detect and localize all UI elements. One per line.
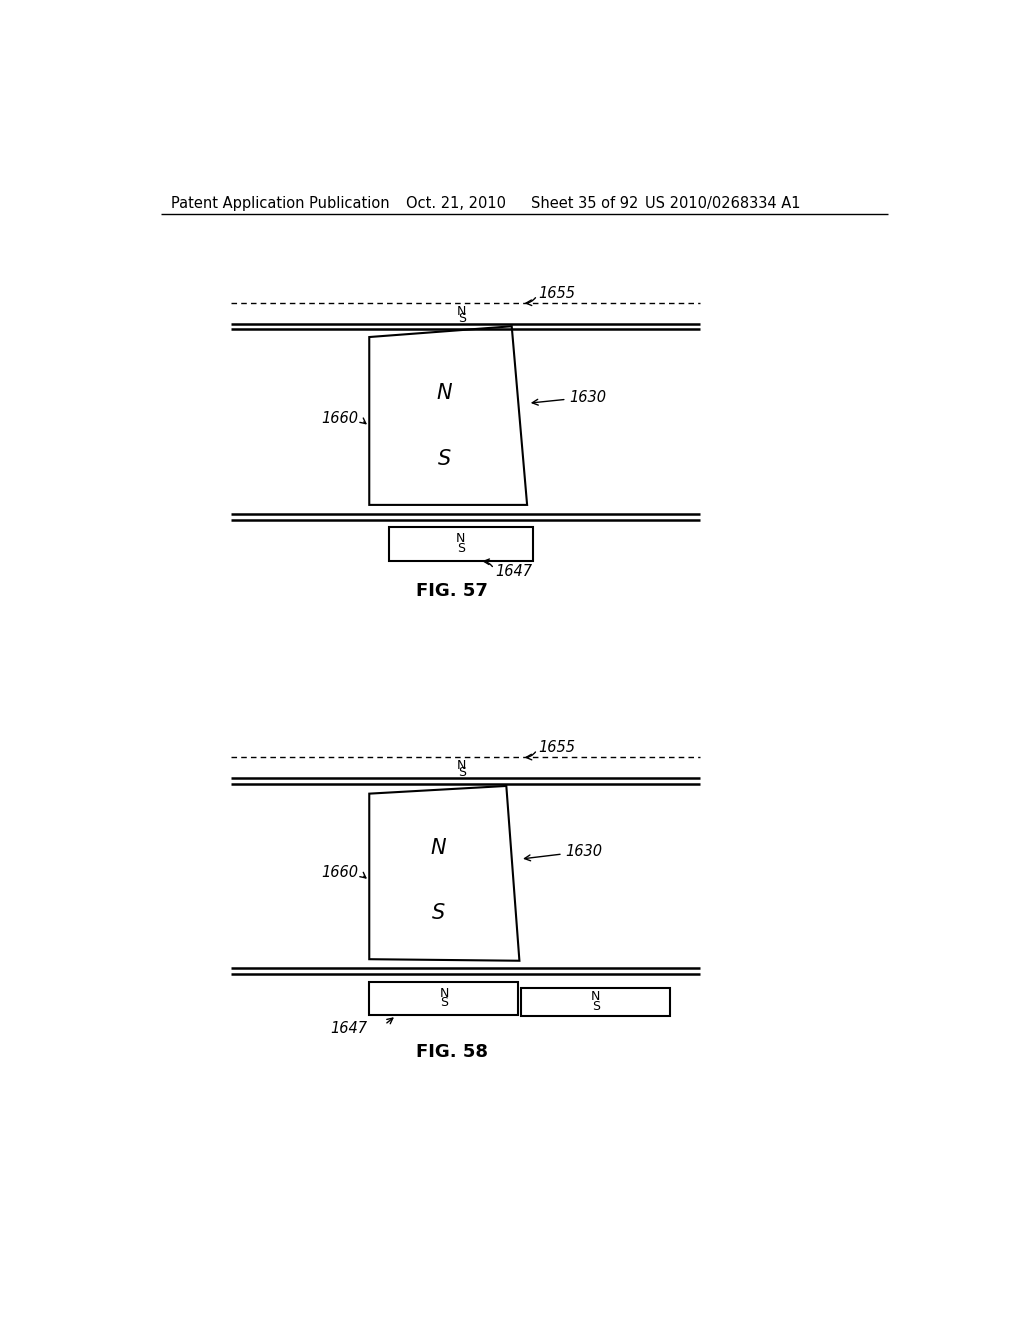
Text: 1660: 1660	[322, 411, 358, 426]
Bar	[388, 527, 534, 561]
Text: S: S	[592, 999, 600, 1012]
Text: 1647: 1647	[331, 1020, 368, 1036]
Text: US 2010/0268334 A1: US 2010/0268334 A1	[645, 195, 801, 211]
Text: 1660: 1660	[322, 866, 358, 880]
Text: Oct. 21, 2010: Oct. 21, 2010	[407, 195, 506, 211]
Text: S: S	[432, 903, 445, 923]
Text: S: S	[438, 449, 452, 469]
Bar	[521, 987, 670, 1016]
Text: N: N	[591, 990, 600, 1003]
Text: FIG. 57: FIG. 57	[417, 582, 488, 601]
Text: N: N	[457, 305, 466, 318]
Text: 1655: 1655	[539, 741, 575, 755]
Text: N: N	[431, 838, 446, 858]
Text: N: N	[437, 383, 453, 403]
Text: S: S	[440, 995, 447, 1008]
Text: S: S	[458, 767, 466, 779]
Bar	[370, 982, 518, 1015]
Text: FIG. 58: FIG. 58	[417, 1043, 488, 1060]
Text: Patent Application Publication: Patent Application Publication	[171, 195, 389, 211]
Text: 1630: 1630	[532, 389, 606, 405]
Text: Sheet 35 of 92: Sheet 35 of 92	[531, 195, 638, 211]
Text: 1655: 1655	[539, 285, 575, 301]
Text: N: N	[457, 759, 466, 772]
Text: S: S	[458, 312, 466, 325]
Text: 1647: 1647	[496, 565, 532, 579]
Text: N: N	[457, 532, 466, 545]
Text: S: S	[457, 541, 465, 554]
Text: 1630: 1630	[524, 843, 602, 861]
Text: N: N	[439, 986, 449, 999]
